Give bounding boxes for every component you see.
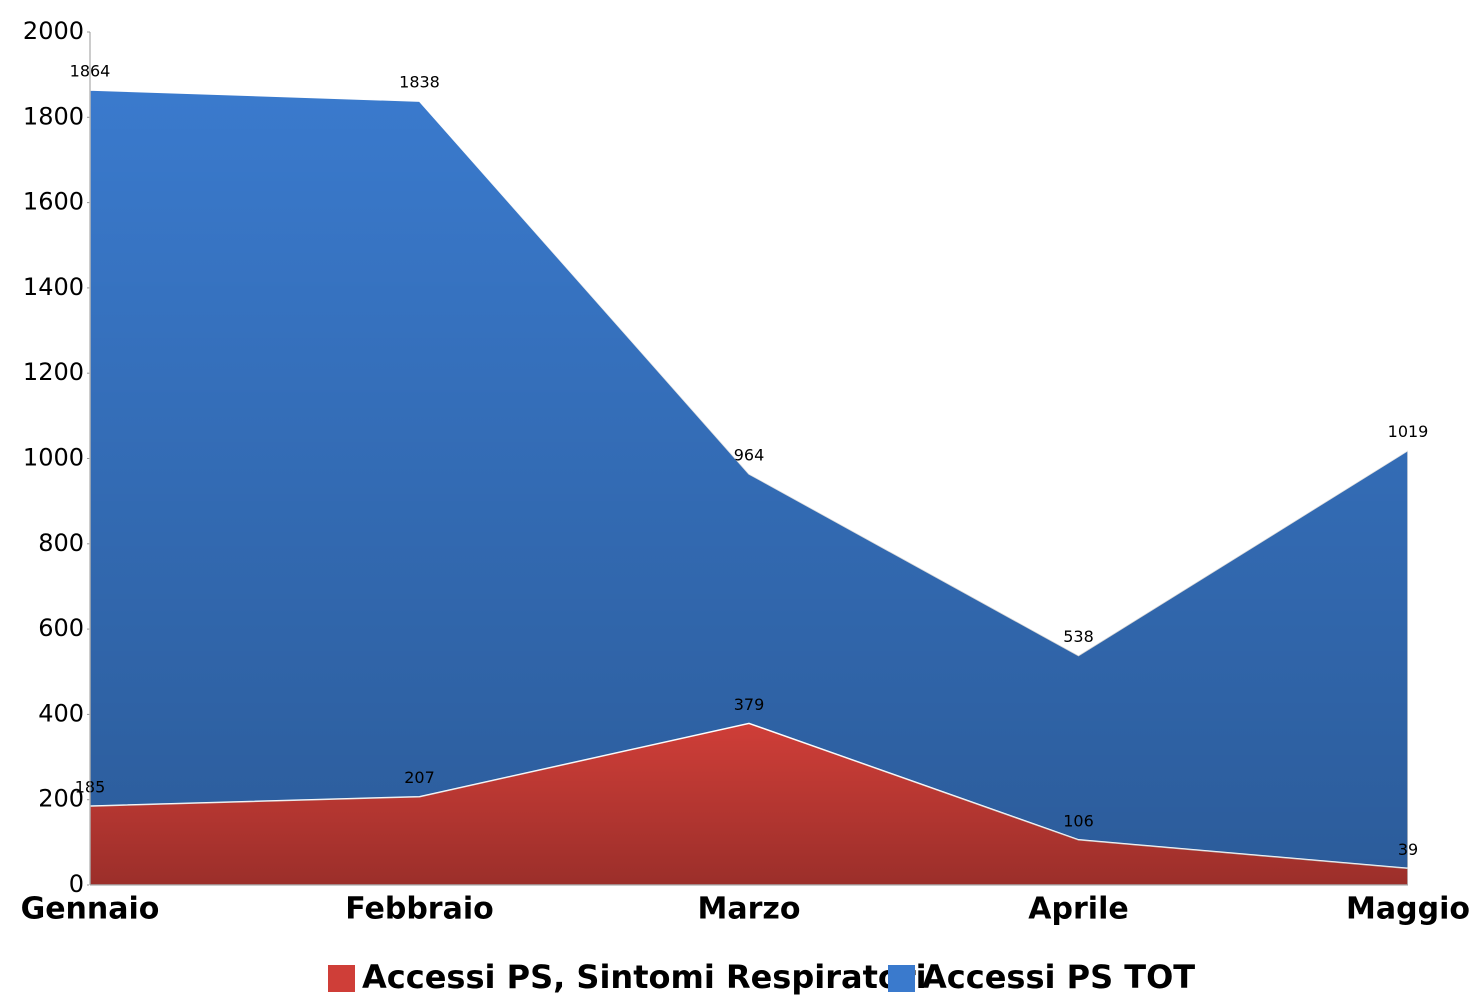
x-tick-label: Gennaio [21,892,160,927]
y-tick-label: 800 [38,529,84,557]
y-tick-label: 400 [38,699,84,727]
data-label: 207 [404,768,435,787]
x-tick-label: Aprile [1028,892,1128,927]
y-tick-label: 600 [38,614,84,642]
data-label: 379 [734,695,765,714]
y-tick-label: 1800 [23,102,84,130]
data-label: 106 [1063,811,1094,830]
x-tick-label: Marzo [698,892,801,927]
y-tick-label: 1400 [23,273,84,301]
legend-swatch [888,965,915,992]
data-label: 964 [734,445,765,464]
y-tick-label: 1000 [23,444,84,472]
legend-swatch [328,965,355,992]
x-tick-label: Febbraio [345,892,494,927]
data-label: 1019 [1388,422,1429,441]
x-tick-label: Maggio [1346,892,1470,927]
data-label: 538 [1063,627,1094,646]
data-label: 1838 [399,73,440,92]
legend-label: Accessi PS TOT [922,958,1195,996]
y-tick-label: 1600 [23,188,84,216]
legend-label: Accessi PS, Sintomi Respiratori [362,958,927,996]
data-label: 39 [1398,840,1418,859]
y-tick-label: 0 [69,870,84,898]
area-shade [90,90,1408,885]
y-tick-label: 200 [38,785,84,813]
area-shade [90,723,1408,885]
y-tick-label: 2000 [23,17,84,45]
y-tick-label: 1200 [23,358,84,386]
